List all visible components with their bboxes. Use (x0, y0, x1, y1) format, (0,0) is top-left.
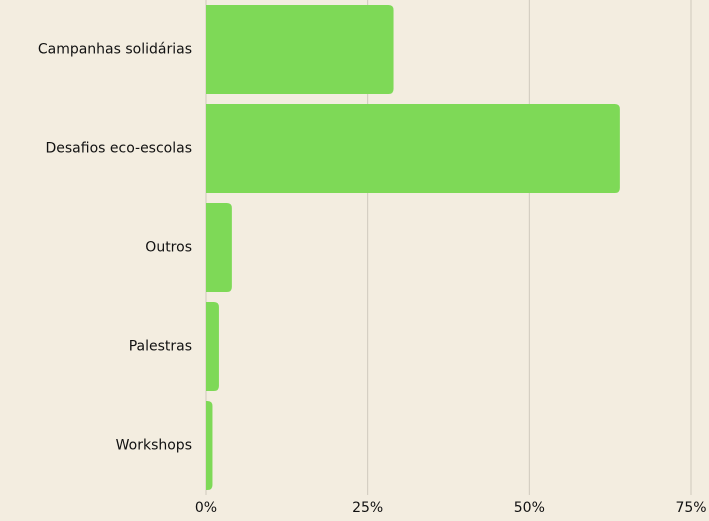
y-tick-label: Workshops (116, 438, 192, 454)
y-tick-label: Campanhas solidárias (38, 42, 192, 58)
x-tick-label: 0% (195, 500, 217, 516)
bar (206, 400, 213, 491)
bar (206, 202, 232, 293)
x-tick-label: 25% (352, 500, 383, 516)
x-tick-label: 75% (675, 500, 706, 516)
bar (206, 103, 620, 194)
bar (206, 301, 219, 392)
y-tick-label: Desafios eco-escolas (45, 141, 192, 157)
bar (206, 4, 394, 95)
y-tick-label: Outros (145, 240, 192, 256)
x-tick-label: 50% (514, 500, 545, 516)
y-tick-label: Palestras (129, 339, 192, 355)
